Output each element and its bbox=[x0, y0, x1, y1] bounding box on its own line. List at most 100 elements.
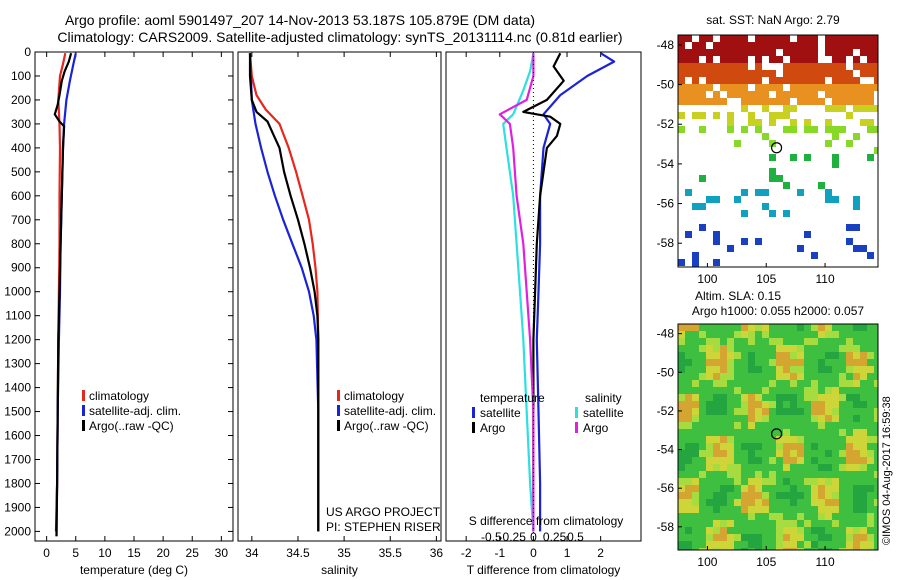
sst-cell bbox=[825, 119, 832, 126]
sla-cell bbox=[832, 492, 839, 499]
sst-cell bbox=[790, 91, 797, 98]
sla-cell bbox=[818, 415, 825, 422]
sla-cell bbox=[790, 527, 797, 534]
sst-cell bbox=[832, 77, 839, 84]
sla-cell bbox=[783, 541, 790, 548]
sst-cell bbox=[762, 49, 769, 56]
temperature-profile-ytick-label: 600 bbox=[11, 189, 31, 203]
sst-cell bbox=[678, 35, 685, 42]
sst-cell bbox=[741, 126, 748, 133]
sst-cell bbox=[811, 56, 818, 63]
sla-map-xtick-label: 100 bbox=[697, 555, 717, 569]
sla-cell bbox=[762, 506, 769, 513]
sla-cell bbox=[832, 394, 839, 401]
sla-cell bbox=[706, 408, 713, 415]
sla-cell bbox=[678, 338, 685, 345]
diff-legend-temp-title: temperature bbox=[480, 391, 545, 405]
sla-cell bbox=[727, 457, 734, 464]
sst-cell bbox=[867, 126, 874, 133]
sla-cell bbox=[853, 366, 860, 373]
sst-cell bbox=[846, 84, 853, 91]
sst-cell bbox=[874, 49, 878, 56]
sst-cell bbox=[867, 154, 874, 161]
sla-cell bbox=[755, 394, 762, 401]
sla-cell bbox=[706, 527, 713, 534]
sst-cell bbox=[727, 91, 734, 98]
sla-cell bbox=[825, 499, 832, 506]
temperature-profile-xtick-label: 25 bbox=[186, 546, 200, 560]
sst-cell bbox=[727, 119, 734, 126]
sst-cell bbox=[720, 49, 727, 56]
sla-cell bbox=[839, 373, 846, 380]
sst-cell bbox=[769, 70, 776, 77]
sla-cell bbox=[776, 436, 783, 443]
sla-cell bbox=[713, 338, 720, 345]
sla-cell bbox=[734, 478, 741, 485]
sla-cell bbox=[825, 352, 832, 359]
sla-cell bbox=[734, 331, 741, 338]
difference-profile-xtick-label: -1 bbox=[494, 546, 505, 560]
sla-cell bbox=[783, 366, 790, 373]
sla-cell bbox=[776, 401, 783, 408]
sst-map-cells bbox=[678, 35, 878, 267]
sla-cell bbox=[678, 359, 685, 366]
sst-cell bbox=[783, 70, 790, 77]
sst-cell bbox=[741, 105, 748, 112]
sla-cell bbox=[720, 450, 727, 457]
sst-cell bbox=[783, 126, 790, 133]
sla-cell bbox=[734, 352, 741, 359]
sla-cell bbox=[860, 450, 867, 457]
sst-cell bbox=[755, 98, 762, 105]
sla-cell bbox=[804, 338, 811, 345]
sla-cell bbox=[804, 387, 811, 394]
difference-profile-frame bbox=[445, 51, 642, 542]
diff-legend-temp-label: Argo bbox=[480, 421, 506, 435]
sla-cell bbox=[678, 401, 685, 408]
sst-cell bbox=[741, 63, 748, 70]
sla-cell bbox=[713, 443, 720, 450]
sla-map-xtick-label: 105 bbox=[756, 555, 776, 569]
diff-legend-temp-swatch bbox=[472, 422, 475, 433]
sla-cell bbox=[685, 359, 692, 366]
sla-cell bbox=[783, 408, 790, 415]
sla-cell bbox=[825, 513, 832, 520]
sst-cell bbox=[832, 98, 839, 105]
sla-cell bbox=[825, 324, 832, 331]
sst-cell bbox=[839, 98, 846, 105]
sla-cell bbox=[860, 457, 867, 464]
sst-cell bbox=[678, 77, 685, 84]
sst-cell bbox=[811, 98, 818, 105]
temperature-profile-ytick-label: 1900 bbox=[4, 500, 31, 514]
sla-cell bbox=[853, 345, 860, 352]
sst-cell bbox=[685, 56, 692, 63]
sst-cell bbox=[832, 126, 839, 133]
sst-cell bbox=[692, 49, 699, 56]
sla-cell bbox=[860, 541, 867, 548]
sst-cell bbox=[839, 42, 846, 49]
sst-cell bbox=[685, 98, 692, 105]
sst-cell bbox=[783, 49, 790, 56]
sst-cell bbox=[755, 91, 762, 98]
sst-cell bbox=[825, 35, 832, 42]
sla-cell bbox=[776, 408, 783, 415]
sla-cell bbox=[783, 373, 790, 380]
sla-cell bbox=[832, 352, 839, 359]
sst-cell bbox=[846, 98, 853, 105]
sla-cell bbox=[790, 352, 797, 359]
sla-cell bbox=[699, 331, 706, 338]
sla-cell bbox=[685, 450, 692, 457]
sla-cell bbox=[783, 520, 790, 527]
temperature-profile-ytick-label: 700 bbox=[11, 213, 31, 227]
sla-cell bbox=[783, 492, 790, 499]
diff-s-tick-label: -0.25 bbox=[499, 530, 527, 544]
sla-cell bbox=[832, 331, 839, 338]
sal-legend-swatch bbox=[337, 390, 340, 401]
sla-cell bbox=[713, 492, 720, 499]
sst-cell bbox=[699, 126, 706, 133]
salinity-profile-series-satellite-adj-clim- bbox=[248, 53, 320, 532]
sla-cell bbox=[776, 443, 783, 450]
sst-cell bbox=[790, 77, 797, 84]
sla-cell bbox=[706, 352, 713, 359]
sst-cell bbox=[699, 70, 706, 77]
sla-cell bbox=[797, 359, 804, 366]
